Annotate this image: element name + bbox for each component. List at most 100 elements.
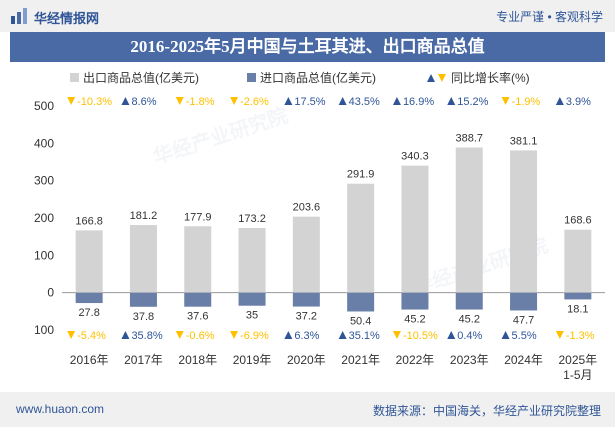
growth-up-arrow-icon	[121, 331, 130, 339]
export-growth-label: -1.9%	[512, 96, 541, 108]
import-bar	[401, 292, 429, 310]
import-bar	[184, 292, 212, 307]
top-bar: 华经情报网 专业严谨 • 客观科学	[0, 0, 615, 32]
import-growth-label: 0.4%	[457, 330, 482, 342]
import-growth-label: 35.8%	[131, 330, 162, 342]
import-growth-label: 6.3%	[294, 330, 319, 342]
x-category-label: 2018年	[178, 353, 217, 367]
import-growth-label: -6.9%	[240, 330, 269, 342]
growth-down-arrow-icon	[501, 97, 510, 105]
import-value-label: 35	[246, 310, 258, 322]
import-value-label: 27.8	[78, 307, 99, 319]
export-bar	[455, 147, 483, 293]
import-value-label: 37.8	[133, 311, 154, 323]
export-value-label: 340.3	[401, 151, 429, 163]
growth-up-arrow-icon	[121, 97, 130, 105]
import-value-label: 45.2	[404, 314, 425, 326]
import-value-label: 47.7	[513, 314, 534, 326]
export-growth-label: -10.3%	[77, 96, 112, 108]
footer-url[interactable]: www.huaon.com	[16, 402, 105, 416]
import-growth-label: -10.5%	[403, 330, 438, 342]
import-growth-label: -0.6%	[186, 330, 215, 342]
growth-down-arrow-icon	[230, 97, 239, 105]
export-bar	[75, 230, 103, 293]
import-bar	[75, 292, 103, 304]
growth-up-arrow-icon	[501, 331, 510, 339]
x-category-label: 2020年	[287, 353, 326, 367]
import-growth-label: 35.1%	[349, 330, 380, 342]
chart-svg: 出口商品总值(亿美元) 进口商品总值(亿美元) 同比增长率(%) 500 400 300 2…	[34, 70, 605, 382]
y-tick-label: 300	[34, 174, 54, 188]
growth-up-arrow-icon	[284, 97, 293, 105]
export-bar	[510, 150, 538, 293]
growth-up-arrow-icon	[338, 331, 347, 339]
x-category-label: 1-5月	[563, 368, 592, 382]
export-growth-label: 15.2%	[457, 96, 488, 108]
chart-title: 2016-2025年5月中国与土耳其进、出口商品总值	[10, 32, 605, 62]
export-growth-label: 17.5%	[294, 96, 325, 108]
import-bar	[347, 292, 375, 312]
export-growth-label: -1.8%	[186, 96, 215, 108]
export-growth-label: 8.6%	[131, 96, 156, 108]
x-category-label: 2024年	[504, 353, 543, 367]
brand-logo-icon	[11, 8, 27, 24]
x-category-label: 2022年	[396, 353, 435, 367]
growth-down-arrow-icon	[175, 331, 184, 339]
growth-up-arrow-icon	[338, 97, 347, 105]
export-value-label: 177.9	[184, 211, 212, 223]
import-bar	[510, 292, 538, 311]
export-bar	[347, 183, 375, 293]
x-category-label: 2019年	[233, 353, 272, 367]
import-growth-label: -5.4%	[77, 330, 106, 342]
import-bar	[238, 292, 266, 306]
growth-down-arrow-icon	[67, 331, 76, 339]
footer-bar: www.huaon.com 数据来源：中国海关，华经产业研究院整理	[0, 392, 615, 427]
y-tick-label: 400	[34, 136, 54, 150]
export-bar	[292, 216, 320, 293]
import-growth-label: 5.5%	[512, 330, 537, 342]
import-value-label: 37.2	[296, 311, 317, 323]
export-value-label: 173.2	[238, 213, 266, 225]
import-bar	[292, 292, 320, 307]
growth-down-arrow-icon	[175, 97, 184, 105]
legend-export-label: 出口商品总值(亿美元)	[83, 70, 199, 85]
import-bar	[455, 292, 483, 310]
y-tick-label: 100	[34, 248, 54, 262]
export-bar	[564, 229, 592, 293]
export-value-label: 181.2	[130, 210, 158, 222]
x-category-label: 2017年	[124, 353, 163, 367]
import-value-label: 50.4	[350, 315, 371, 327]
import-growth-label: -1.3%	[566, 330, 595, 342]
growth-up-arrow-icon	[555, 97, 564, 105]
growth-up-arrow-icon	[447, 331, 456, 339]
export-value-label: 381.1	[510, 135, 538, 147]
y-tick-label: 100	[34, 323, 54, 337]
export-bar	[129, 225, 157, 293]
x-category-label: 2016年	[70, 353, 109, 367]
growth-up-arrow-icon	[284, 331, 293, 339]
growth-up-arrow-icon	[447, 97, 456, 105]
import-value-label: 45.2	[459, 314, 480, 326]
y-tick-label: 500	[34, 99, 54, 113]
export-value-label: 291.9	[347, 169, 375, 181]
export-growth-label: 16.9%	[403, 96, 434, 108]
export-bar	[401, 165, 429, 293]
y-tick-label: 0	[47, 286, 54, 300]
export-value-label: 166.8	[75, 215, 103, 227]
export-value-label: 388.7	[455, 133, 483, 145]
footer-source: 数据来源：中国海关，华经产业研究院整理	[372, 404, 601, 418]
export-growth-label: 3.9%	[566, 96, 591, 108]
export-value-label: 203.6	[293, 202, 321, 214]
growth-down-arrow-icon	[230, 331, 239, 339]
x-category-label: 2023年	[450, 353, 489, 367]
y-tick-label: 200	[34, 211, 54, 225]
export-growth-label: -2.6%	[240, 96, 269, 108]
slogan: 专业严谨 • 客观科学	[496, 10, 603, 24]
export-growth-label: 43.5%	[349, 96, 380, 108]
growth-down-arrow-icon	[555, 331, 564, 339]
import-value-label: 37.6	[187, 311, 208, 323]
export-value-label: 168.6	[564, 215, 592, 227]
growth-up-arrow-icon	[392, 97, 401, 105]
brand-name: 华经情报网	[34, 11, 100, 26]
